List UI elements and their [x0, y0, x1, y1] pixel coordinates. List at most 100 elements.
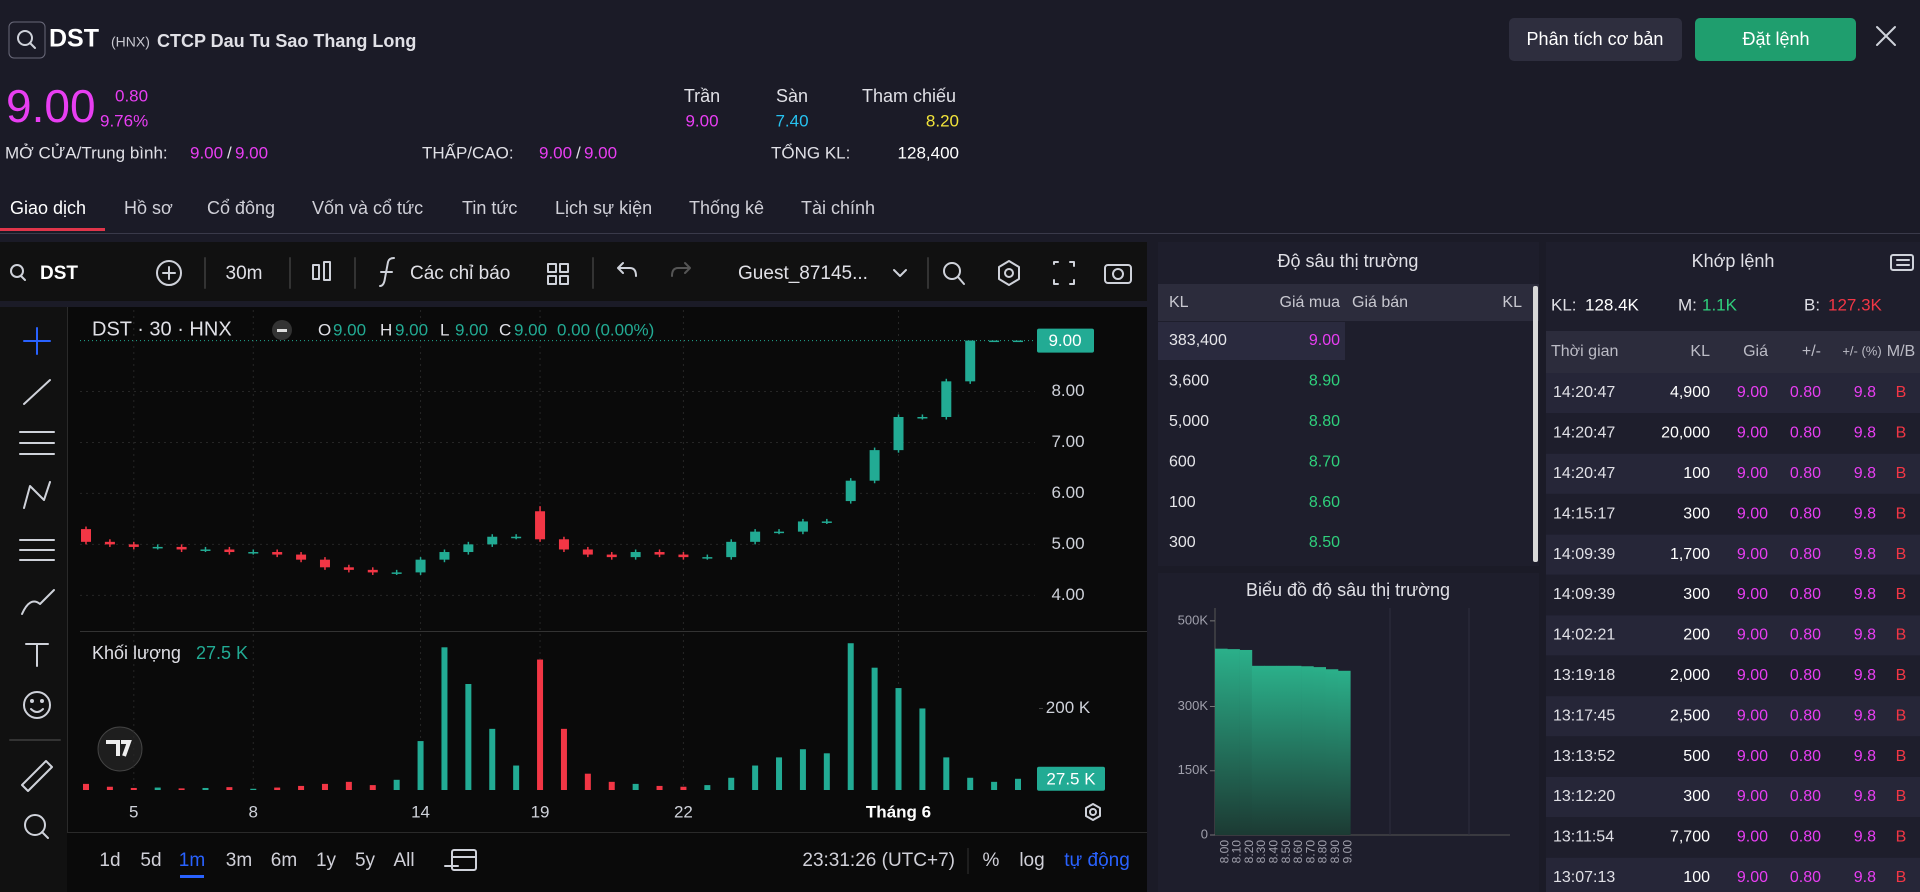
candle-body [821, 521, 832, 523]
trade-cell: 300 [1683, 505, 1710, 522]
stat-separator: / [576, 143, 581, 162]
column-header: Giá mua [1280, 294, 1341, 311]
x-tick-label: 8 [249, 802, 258, 821]
scale-option[interactable]: log [1019, 850, 1044, 871]
x-tick-label: 19 [531, 802, 550, 821]
trade-row [1546, 696, 1920, 737]
tab[interactable]: Lịch sự kiện [555, 198, 652, 218]
ohlc-key: O [318, 320, 331, 339]
volume-bar [130, 787, 137, 790]
range-button[interactable]: 1d [99, 850, 120, 871]
trade-cell: 9.8 [1854, 546, 1876, 563]
change-pct: 9.76% [100, 111, 148, 130]
last-volume-box [1037, 766, 1105, 791]
tab[interactable]: Tin tức [462, 198, 517, 218]
scrollbar[interactable] [1533, 286, 1538, 562]
trade-cell: 7,700 [1670, 829, 1710, 846]
trades-menu-icon[interactable] [1890, 254, 1914, 271]
trade-cell: B [1896, 829, 1907, 846]
indicators[interactable]: Các chỉ báo [410, 263, 510, 284]
y-tick-label: 5.00 [1051, 534, 1084, 553]
stat-value: 9.00 [539, 143, 572, 162]
tools-divider [67, 307, 68, 832]
depth-x-tick-label: 8.30 [1254, 840, 1268, 864]
panel-title: Biểu đồ độ sâu thị trường [1246, 580, 1450, 600]
drawing-tools [9, 327, 61, 839]
button-label[interactable]: Đặt lệnh [1742, 29, 1809, 49]
range-button[interactable]: 5d [140, 850, 161, 871]
tab[interactable]: Giao dịch [10, 198, 86, 218]
stat-value: 9.00 [584, 143, 617, 162]
chart-settings-icon[interactable] [1085, 803, 1101, 821]
trade-cell: 0.80 [1790, 384, 1821, 401]
summary-value: 1.1K [1702, 295, 1738, 314]
tab[interactable]: Hồ sơ [124, 198, 173, 218]
user-layout[interactable]: Guest_87145... [738, 263, 868, 284]
candle-body [750, 531, 761, 542]
volume-bar [680, 786, 687, 790]
trade-cell: 9.00 [1737, 869, 1768, 886]
interval[interactable]: 30m [226, 263, 263, 284]
volume-bar [919, 708, 926, 790]
trade-cell: 9.8 [1854, 425, 1876, 442]
trade-cell: B [1896, 425, 1907, 442]
x-tick-label: 5 [129, 802, 138, 821]
stat-label: TỔNG KL: [771, 143, 850, 162]
candle-body [869, 450, 880, 481]
range-button[interactable]: 5y [355, 850, 376, 871]
trade-row [1546, 615, 1920, 656]
search-box[interactable] [8, 21, 46, 59]
volume-bar [178, 788, 185, 790]
volume-bar [513, 765, 520, 790]
stat-value: 128,400 [898, 143, 959, 162]
symbol: DST [49, 25, 99, 53]
trade-cell: 200 [1683, 627, 1710, 644]
candle-body [415, 559, 426, 573]
analysis-button[interactable] [1509, 18, 1682, 61]
column-header: Giá bán [1352, 294, 1408, 311]
scale-option[interactable]: tự động [1064, 850, 1130, 871]
panel-title: Độ sâu thị trường [1278, 251, 1419, 271]
volume-bar [584, 773, 591, 790]
volume-bar [847, 643, 854, 790]
toolbar-symbol[interactable]: DST [40, 263, 78, 284]
range-button[interactable]: 1y [316, 850, 337, 871]
tab[interactable]: Thống kê [689, 198, 764, 218]
volume-bar [632, 783, 639, 790]
volume-bar [1015, 778, 1021, 790]
range-button[interactable]: 3m [226, 850, 252, 871]
trade-cell: 13:07:13 [1553, 869, 1615, 886]
scale-option[interactable]: % [983, 850, 1000, 871]
depth-bar [1313, 667, 1326, 835]
trade-row [1546, 817, 1920, 858]
change: 0.80 [115, 86, 148, 105]
trade-cell: 100 [1683, 869, 1710, 886]
volume-bar [465, 684, 472, 790]
range-button[interactable]: 6m [271, 850, 297, 871]
trade-cell: 9.8 [1854, 384, 1876, 401]
legend-title: DST · 30 · HNX [92, 318, 232, 340]
volume-bar [776, 757, 783, 790]
trade-cell: B [1896, 869, 1907, 886]
legend-toggle-bar [277, 329, 287, 332]
button-label[interactable]: Phân tích cơ bản [1527, 29, 1664, 49]
tab[interactable]: Cổ đông [207, 198, 275, 218]
range-button[interactable]: 1m [179, 850, 205, 871]
candle-body [893, 417, 904, 451]
trade-row [1546, 857, 1920, 892]
order-button[interactable] [1695, 18, 1856, 61]
range-button[interactable]: All [393, 850, 414, 871]
bid-volume: 300 [1169, 534, 1196, 551]
price: 9.00 [6, 80, 96, 132]
trade-cell: 14:15:17 [1553, 505, 1615, 522]
tab[interactable]: Vốn và cổ tức [312, 198, 423, 218]
trade-cell: B [1896, 505, 1907, 522]
depth-bar [1276, 665, 1290, 835]
close-icon[interactable] [1876, 26, 1896, 46]
trade-cell: 0.80 [1790, 748, 1821, 765]
tab[interactable]: Tài chính [801, 198, 875, 218]
candle-body [1013, 340, 1023, 343]
calendar-icon[interactable] [444, 849, 477, 871]
candle-body [582, 549, 593, 555]
